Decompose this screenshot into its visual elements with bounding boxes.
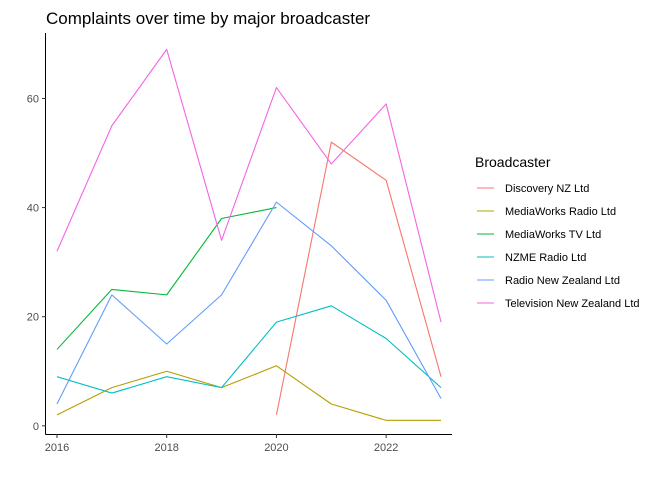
series-line-nzme-radio-ltd bbox=[56, 305, 442, 394]
x-tick-label: 2020 bbox=[264, 442, 288, 454]
plot-area bbox=[56, 48, 442, 421]
legend: Broadcaster Discovery NZ Ltd MediaWorks R… bbox=[475, 154, 640, 310]
legend-title: Broadcaster bbox=[475, 154, 551, 170]
chart-title: Complaints over time by major broadcaste… bbox=[46, 9, 370, 28]
legend-label-radio-new-zealand-ltd: Radio New Zealand Ltd bbox=[505, 275, 620, 287]
series-line-mediaworks-radio-ltd bbox=[56, 365, 442, 421]
legend-label-television-new-zealand-ltd: Television New Zealand Ltd bbox=[505, 298, 640, 310]
y-axis-ticks: 0 20 40 60 bbox=[27, 93, 46, 433]
legend-label-discovery-nz-ltd: Discovery NZ Ltd bbox=[505, 183, 589, 195]
x-tick-label: 2016 bbox=[45, 442, 69, 454]
legend-label-mediaworks-tv-ltd: MediaWorks TV Ltd bbox=[505, 229, 601, 241]
y-tick-label: 20 bbox=[27, 312, 39, 324]
y-tick-label: 40 bbox=[27, 203, 39, 215]
legend-label-nzme-radio-ltd: NZME Radio Ltd bbox=[505, 252, 586, 264]
legend-items: Discovery NZ Ltd MediaWorks Radio Ltd Medi… bbox=[477, 183, 640, 310]
series-line-television-new-zealand-ltd bbox=[56, 48, 442, 323]
x-axis-ticks: 2016 2018 2020 2022 bbox=[45, 434, 398, 454]
series-line-radio-new-zealand-ltd bbox=[56, 201, 442, 405]
y-tick-label: 60 bbox=[27, 93, 39, 105]
y-tick-label: 0 bbox=[33, 421, 39, 433]
series-line-discovery-nz-ltd bbox=[275, 141, 442, 416]
x-tick-label: 2022 bbox=[374, 442, 398, 454]
series-line-mediaworks-tv-ltd bbox=[56, 207, 277, 350]
x-tick-label: 2018 bbox=[154, 442, 178, 454]
legend-label-mediaworks-radio-ltd: MediaWorks Radio Ltd bbox=[505, 206, 616, 218]
